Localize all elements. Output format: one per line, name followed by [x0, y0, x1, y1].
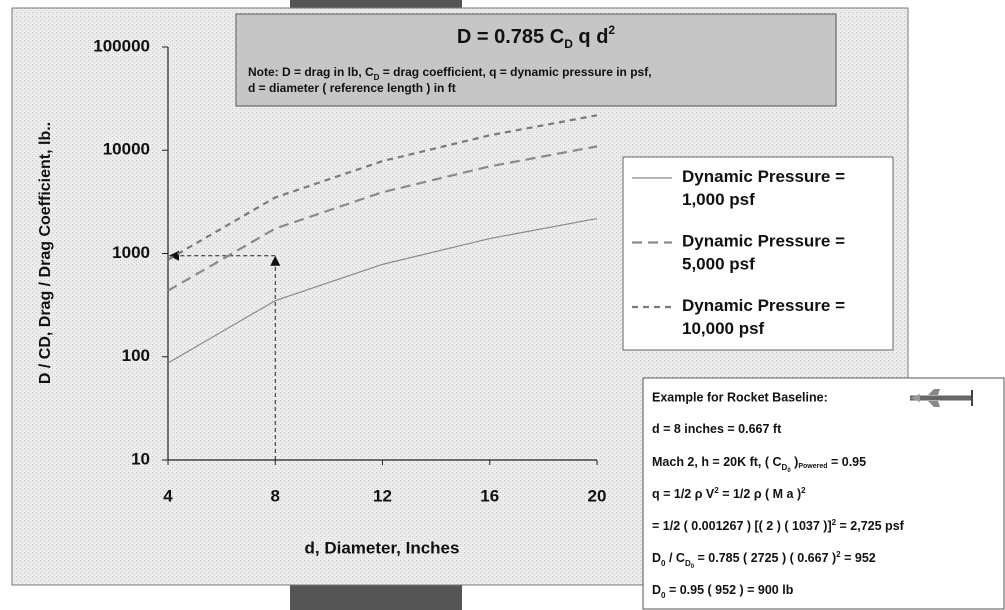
legend-line: 10,000 psf	[682, 319, 765, 338]
x-axis-label: d, Diameter, Inches	[305, 538, 460, 557]
example-part: q = 1/2 ρ V	[652, 487, 715, 501]
example-sub: Powered	[798, 463, 827, 470]
x-tick-label: 4	[163, 486, 173, 505]
legend-line: 5,000 psf	[682, 255, 755, 274]
example-part: )	[791, 455, 799, 469]
bottom-bar	[290, 584, 462, 610]
example-line: d = 8 inches = 0.667 ft	[652, 422, 782, 436]
example-part: = 0.95 ( 952 ) = 900 lb	[665, 583, 793, 597]
note-part: Note: D = drag in lb, C	[248, 65, 374, 79]
example-part: = 952	[841, 551, 876, 565]
example-part: d = 8 inches = 0.667 ft	[652, 422, 782, 436]
formula-sup: 2	[608, 23, 615, 37]
example-line: D0 = 0.95 ( 952 ) = 900 lb	[652, 583, 794, 599]
page: 10 100 1000 10000 100000 4 8 12 16 20 D = 0.785 C…	[0, 0, 1005, 610]
note-part: d = diameter ( reference length ) in ft	[248, 81, 456, 95]
y-tick-label: 100	[122, 346, 150, 365]
example-line: q = 1/2 ρ V2 = 1/2 ρ ( M a )2	[652, 486, 806, 502]
example-part: = 0.785 ( 2725 ) ( 0.667 )	[694, 551, 836, 565]
formula-part: q d	[573, 26, 609, 48]
example-part: = 0.95	[828, 455, 867, 469]
example-title: Example for Rocket Baseline:	[652, 390, 828, 404]
legend-line: Dynamic Pressure =	[682, 167, 845, 186]
example-part: = 1/2 ρ ( M a )	[719, 487, 801, 501]
legend-line: 1,000 psf	[682, 190, 755, 209]
example-part: D	[652, 551, 661, 565]
example-sup: 2	[801, 486, 806, 495]
x-tick-label: 16	[480, 486, 499, 505]
formula-sub: D	[564, 37, 573, 51]
chart: 10 100 1000 10000 100000 4 8 12 16 20 D = 0.785 C…	[0, 0, 1005, 610]
x-tick-label: 8	[271, 486, 280, 505]
example-part: / C	[665, 551, 684, 565]
example-part: Mach 2, h = 20K ft, ( C	[652, 455, 782, 469]
note-line: Note: D = drag in lb, CD = drag coeffici…	[248, 65, 652, 81]
y-tick-label: 10	[131, 449, 150, 468]
formula: D = 0.785 CD q d2	[457, 23, 616, 51]
note-line: d = diameter ( reference length ) in ft	[248, 81, 456, 95]
x-tick-label: 20	[588, 486, 607, 505]
example-part: = 1/2 ( 0.001267 ) [( 2 ) ( 1037 )]	[652, 519, 832, 533]
example-part: D	[652, 583, 661, 597]
legend-line: Dynamic Pressure =	[682, 296, 845, 315]
formula-part: D = 0.785 C	[457, 26, 564, 48]
y-tick-label: 1000	[112, 243, 150, 262]
example-line: = 1/2 ( 0.001267 ) [( 2 ) ( 1037 )]2 = 2…	[652, 518, 905, 534]
y-tick-label: 10000	[103, 140, 150, 159]
legend-line: Dynamic Pressure =	[682, 232, 845, 251]
y-axis-label: D / CD, Drag / Drag Coefficient, lb..	[37, 122, 54, 384]
note-part: = drag coefficient, q = dynamic pressure…	[379, 65, 651, 79]
example-part: = 2,725 psf	[836, 519, 905, 533]
y-tick-label: 100000	[93, 36, 150, 55]
x-tick-label: 12	[373, 486, 392, 505]
